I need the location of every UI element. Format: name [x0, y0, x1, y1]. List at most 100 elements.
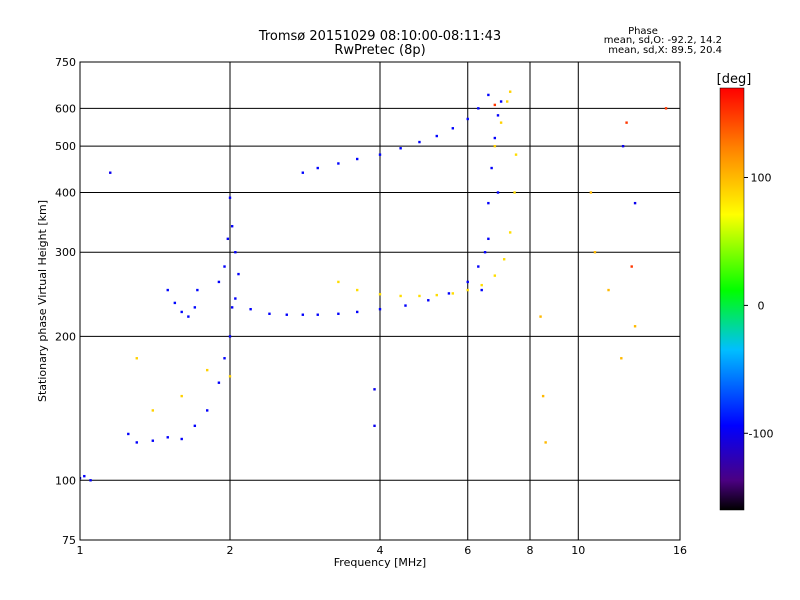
data-point	[513, 191, 516, 194]
data-point	[109, 171, 112, 174]
data-point	[664, 107, 668, 110]
x-tick-label: 1	[77, 544, 84, 557]
colorbar-tick-label: -100	[749, 427, 774, 440]
data-point	[135, 441, 138, 444]
data-point	[80, 477, 82, 480]
data-point	[480, 288, 483, 292]
data-points	[80, 90, 668, 482]
data-point	[373, 388, 376, 391]
colorbar-unit-label: [deg]	[717, 72, 752, 87]
data-point	[607, 288, 610, 292]
data-point	[514, 153, 518, 156]
data-point	[633, 201, 637, 205]
data-point	[483, 251, 487, 254]
data-point	[89, 479, 92, 482]
data-point	[205, 368, 209, 372]
data-point	[493, 103, 497, 107]
data-point	[151, 439, 155, 442]
x-tick-label: 4	[377, 544, 384, 557]
chart-title: Tromsø 20151029 08:10:00-08:11:43	[258, 29, 501, 44]
data-point	[135, 357, 138, 360]
phase-stats-x: mean, sd,X: 89.5, 20.4	[608, 45, 722, 56]
data-point	[418, 140, 421, 144]
x-axis-label: Frequency [MHz]	[334, 556, 426, 569]
data-point	[230, 225, 234, 228]
grid-lines	[80, 62, 680, 540]
data-point	[487, 201, 490, 205]
data-point	[435, 293, 438, 297]
data-point	[355, 157, 359, 161]
data-point	[477, 107, 480, 110]
y-tick-label: 200	[55, 330, 76, 343]
data-point	[633, 325, 637, 328]
data-point	[127, 432, 130, 436]
data-point	[447, 292, 451, 295]
data-point	[316, 313, 319, 316]
data-point	[487, 237, 490, 241]
data-point	[404, 304, 407, 307]
colorbar-tick-label: 100	[751, 172, 772, 185]
chart-subtitle: RwPretec (8p)	[334, 43, 425, 58]
data-point	[249, 307, 252, 311]
y-tick-label: 600	[55, 102, 76, 115]
data-point	[539, 315, 542, 318]
data-point	[487, 93, 490, 97]
data-point	[217, 381, 221, 384]
data-point	[193, 306, 197, 309]
y-tick-label: 75	[62, 534, 76, 547]
data-point	[493, 136, 497, 140]
data-point	[173, 301, 177, 305]
x-tick-labels: 1 2 4 6 8 10 16	[77, 544, 688, 557]
phase-stats-heading: Phase	[628, 26, 658, 37]
colorbar-tick-label: 0	[758, 299, 765, 312]
x-tick-label: 2	[227, 544, 234, 557]
data-point	[544, 441, 547, 444]
data-point	[493, 144, 497, 148]
data-point	[205, 409, 209, 412]
data-point	[83, 474, 86, 478]
data-point	[226, 237, 230, 241]
data-point	[228, 375, 232, 378]
data-point	[180, 394, 183, 398]
data-point	[193, 424, 197, 428]
data-point	[466, 288, 469, 292]
data-point	[234, 251, 237, 254]
data-point	[499, 121, 503, 124]
data-point	[378, 293, 382, 296]
data-point	[427, 299, 430, 302]
data-point	[355, 310, 359, 314]
colorbar	[719, 87, 745, 511]
x-tick-label: 16	[673, 544, 687, 557]
data-point	[496, 114, 500, 117]
data-point	[499, 100, 503, 103]
data-point	[316, 166, 319, 170]
data-point	[180, 310, 183, 314]
data-point	[399, 294, 402, 298]
data-point	[337, 280, 340, 284]
y-tick-labels: 75 100 200 300 400 500 600 750	[55, 56, 76, 547]
data-point	[355, 288, 359, 292]
data-point	[223, 265, 226, 268]
data-point	[630, 265, 633, 268]
y-tick-label: 750	[55, 56, 76, 69]
data-point	[496, 191, 500, 194]
data-point	[228, 196, 232, 199]
data-point	[285, 313, 288, 316]
data-point	[373, 424, 376, 428]
data-point	[589, 191, 593, 194]
data-point	[187, 315, 190, 318]
data-point	[223, 357, 226, 360]
y-tick-label: 300	[55, 246, 76, 259]
data-point	[620, 357, 623, 360]
data-point	[234, 297, 237, 300]
data-point	[493, 274, 497, 277]
x-tick-label: 8	[527, 544, 534, 557]
data-point	[399, 147, 402, 150]
data-point	[477, 265, 480, 268]
data-point	[621, 144, 625, 148]
data-point	[505, 100, 509, 103]
data-point	[451, 127, 455, 130]
data-point	[180, 437, 183, 441]
data-point	[480, 283, 483, 287]
